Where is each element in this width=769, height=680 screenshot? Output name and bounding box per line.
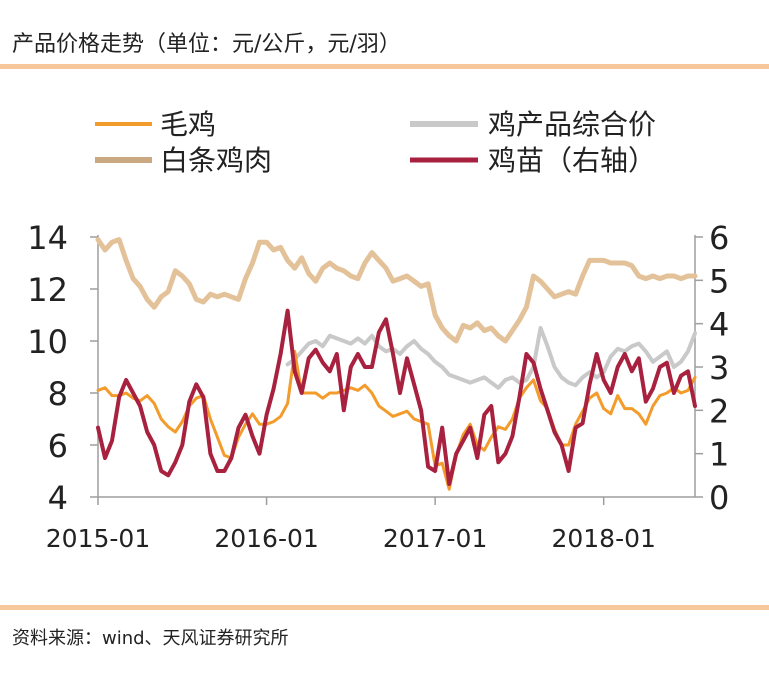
x-tick-label: 2016-01	[214, 524, 318, 553]
header-divider	[0, 64, 769, 69]
page-title: 产品价格走势（单位：元/公斤，元/羽）	[12, 32, 401, 57]
price-trend-chart: 毛鸡 鸡产品综合价 白条鸡肉 鸡苗（右轴） 468101214012345620…	[27, 108, 729, 553]
y-right-tick-label: 6	[709, 219, 729, 257]
chart-legend: 毛鸡 鸡产品综合价 白条鸡肉 鸡苗（右轴）	[95, 108, 656, 177]
y-left-tick-label: 12	[27, 271, 68, 309]
series-line-chick	[96, 308, 697, 486]
y-left-tick-label: 8	[48, 375, 68, 413]
y-right-tick-label: 1	[709, 436, 729, 474]
series-line-product	[285, 326, 697, 390]
series-line-baitiao	[95, 237, 698, 344]
legend-label-chick: 鸡苗（右轴）	[488, 144, 656, 177]
legend-label-product: 鸡产品综合价	[488, 108, 656, 141]
y-left-tick-label: 14	[27, 219, 68, 257]
y-right-tick-label: 3	[709, 349, 729, 387]
x-tick-label: 2015-01	[46, 524, 150, 553]
legend-label-maoji: 毛鸡	[160, 108, 216, 141]
y-left-tick-label: 10	[27, 323, 68, 361]
y-right-tick-label: 4	[709, 306, 729, 344]
source-note: 资料来源：wind、天风证券研究所	[12, 628, 289, 649]
y-right-tick-label: 0	[709, 479, 729, 517]
x-tick-label: 2018-01	[551, 524, 655, 553]
footer-divider	[0, 605, 769, 610]
chart-series	[95, 237, 698, 491]
y-right-tick-label: 2	[709, 392, 729, 430]
y-left-tick-label: 6	[48, 427, 68, 465]
y-right-tick-label: 5	[709, 262, 729, 300]
y-left-tick-label: 4	[48, 479, 68, 517]
legend-label-baitiao: 白条鸡肉	[160, 144, 272, 177]
series-line-maoji	[96, 349, 697, 491]
x-tick-label: 2017-01	[383, 524, 487, 553]
